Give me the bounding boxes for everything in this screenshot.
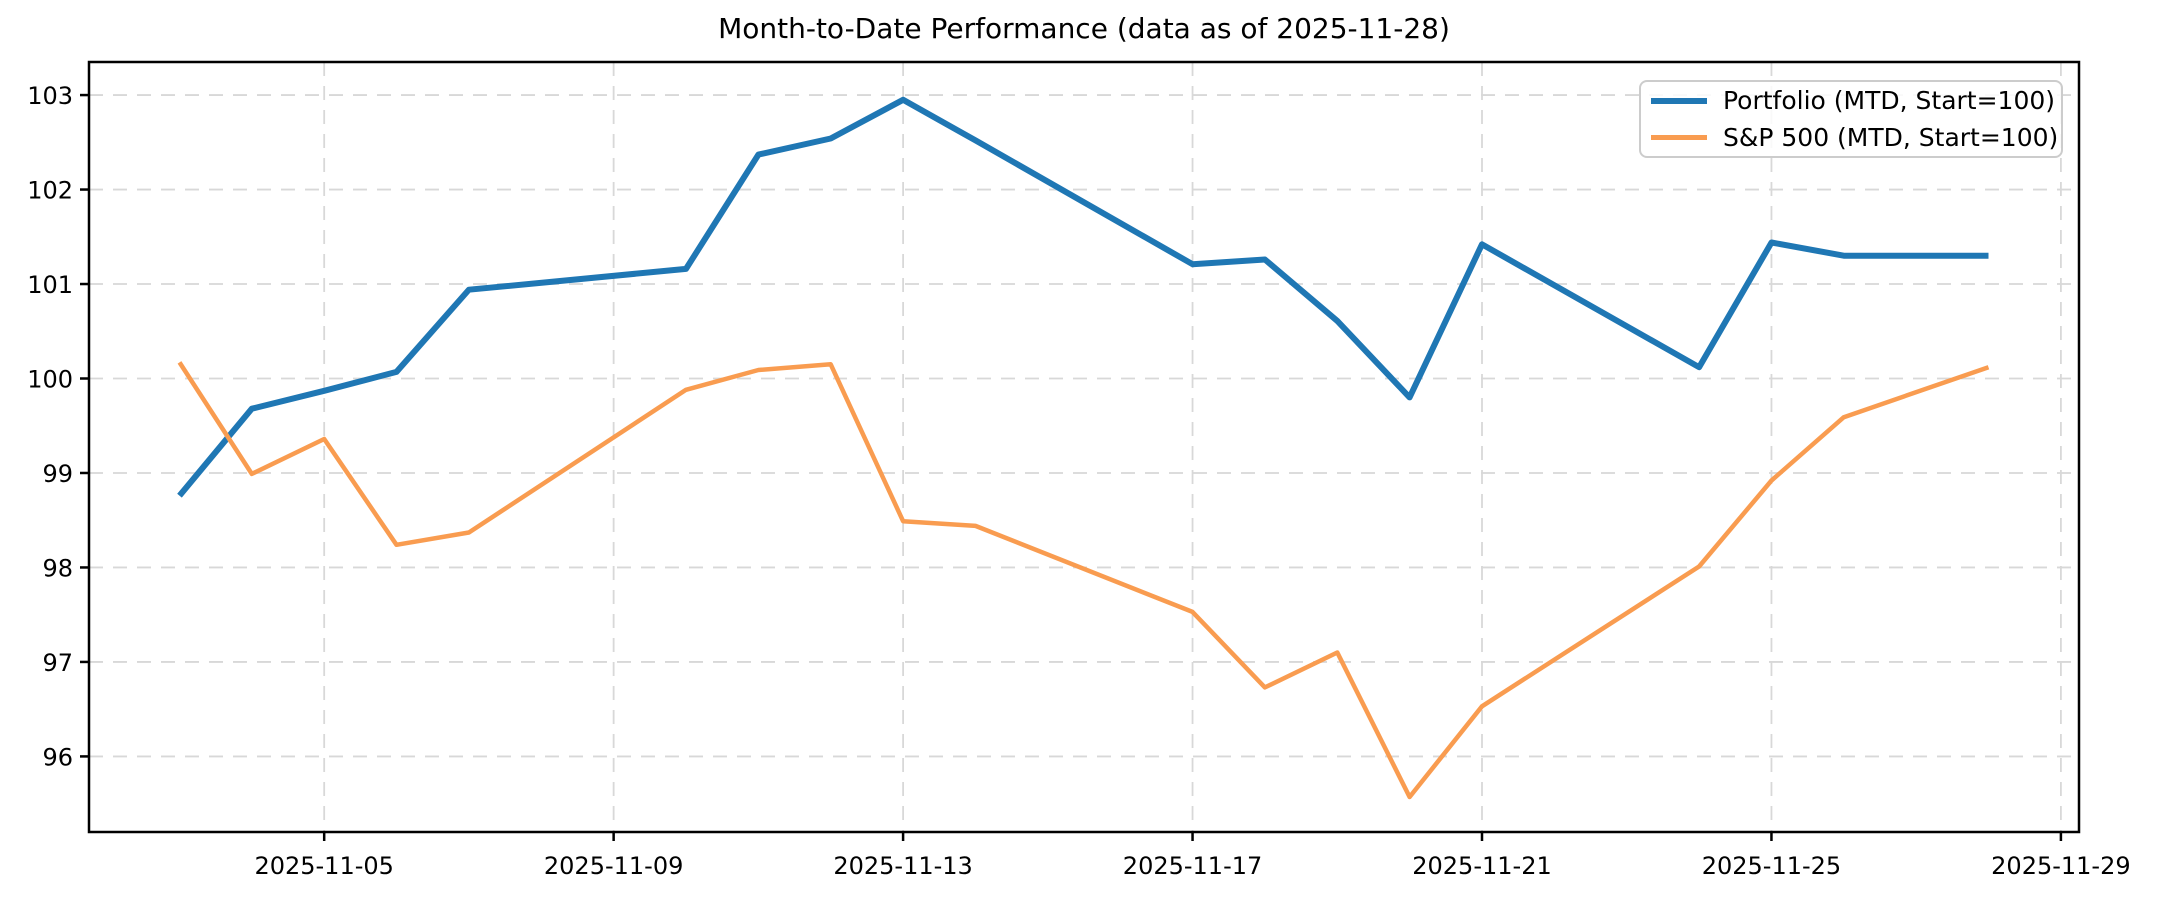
y-tick-label-98: 98: [42, 554, 73, 582]
y-tick-label-101: 101: [27, 271, 73, 299]
series-layer: [177, 96, 1990, 800]
grid-layer: [89, 62, 2079, 832]
legend: Portfolio (MTD, Start=100) S&P 500 (MTD,…: [1639, 80, 2063, 158]
legend-item-sp500: S&P 500 (MTD, Start=100): [1651, 123, 2061, 152]
x-tick-label-2025-11-05: 2025-11-05: [254, 852, 393, 880]
legend-label-portfolio: Portfolio (MTD, Start=100): [1723, 86, 2056, 115]
x-tick-label-2025-11-25: 2025-11-25: [1702, 852, 1841, 880]
y-tick-label-96: 96: [42, 743, 73, 771]
x-tick-label-2025-11-13: 2025-11-13: [833, 852, 972, 880]
sp500-line: [177, 361, 1990, 800]
y-tick-label-103: 103: [27, 82, 73, 110]
x-tick-label-2025-11-29: 2025-11-29: [1991, 852, 2130, 880]
portfolio-line-swatch: [1651, 97, 1707, 104]
y-tick-label-97: 97: [42, 649, 73, 677]
y-tick-label-102: 102: [27, 177, 73, 205]
legend-item-portfolio: Portfolio (MTD, Start=100): [1651, 86, 2061, 115]
plot-border: [87, 60, 2081, 834]
y-tick-label-99: 99: [42, 460, 73, 488]
spine-layer: [87, 60, 2081, 834]
chart-title: Month-to-Date Performance (data as of 20…: [718, 12, 1450, 45]
x-tick-label-2025-11-21: 2025-11-21: [1412, 852, 1551, 880]
portfolio-line: [177, 96, 1989, 498]
legend-label-sp500: S&P 500 (MTD, Start=100): [1723, 123, 2059, 152]
x-tick-label-2025-11-09: 2025-11-09: [544, 852, 683, 880]
sp500-line-swatch: [1651, 135, 1707, 140]
x-tick-label-2025-11-17: 2025-11-17: [1123, 852, 1262, 880]
tick-layer: 96 97 98 99 100 101 102 103 2025-11-05 2025-11-09…: [27, 82, 2130, 880]
y-tick-label-100: 100: [27, 366, 73, 394]
